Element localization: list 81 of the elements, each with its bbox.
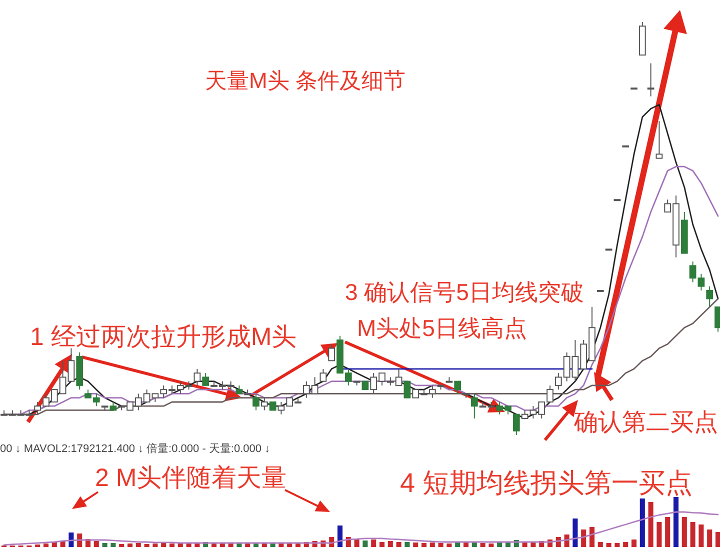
candlestick — [647, 62, 654, 97]
bar — [337, 526, 343, 547]
candlestick — [202, 372, 210, 386]
candlestick — [26, 410, 33, 416]
bar — [94, 541, 99, 547]
bar — [598, 542, 603, 547]
bar — [581, 530, 586, 547]
candlestick — [454, 380, 462, 394]
bar — [690, 522, 696, 547]
candlestick — [656, 120, 663, 159]
candlestick — [689, 261, 696, 283]
annotation: 4 短期均线拐头第一买点 — [400, 468, 693, 498]
candlestick — [470, 393, 478, 419]
bar — [161, 543, 166, 547]
bar — [287, 544, 292, 547]
annotation: M头处5日线高点 — [357, 315, 527, 341]
bar — [631, 540, 637, 547]
text: 天量M头 条件及细节 — [205, 68, 406, 93]
bar — [354, 540, 360, 547]
bar — [262, 544, 267, 547]
bar — [488, 544, 494, 547]
bar — [698, 524, 704, 547]
annotation: 3 确认信号5日均线突破 — [345, 279, 584, 305]
bar — [245, 544, 250, 547]
text: 00 ↓ MAVOL2:1792121.400 ↓ 倍量:0.000 - 天量:0.000 ↓ — [0, 442, 270, 455]
text: 2 M头伴随着天量 — [95, 464, 287, 492]
candlestick — [252, 393, 260, 411]
bar — [136, 543, 141, 547]
bar — [572, 518, 578, 547]
bar — [446, 544, 452, 547]
bar — [623, 542, 628, 547]
bar — [371, 540, 376, 547]
annotation: 确认第二买点 — [573, 409, 718, 436]
candlestick — [194, 368, 201, 386]
bar — [480, 543, 486, 547]
candlestick — [320, 368, 327, 382]
bar — [396, 542, 402, 547]
annotation: 1 经过两次拉升形成M头 — [30, 323, 297, 351]
bar — [77, 534, 82, 547]
bar — [404, 542, 410, 547]
bar — [68, 532, 74, 547]
candlestick — [404, 380, 411, 398]
bar — [194, 544, 200, 547]
bar — [606, 543, 612, 547]
bar — [379, 542, 385, 547]
bar — [665, 517, 670, 547]
bar — [388, 541, 393, 547]
bar — [413, 542, 418, 547]
bar — [430, 542, 435, 547]
bar — [648, 502, 654, 547]
bar — [682, 517, 687, 547]
bar — [505, 542, 511, 547]
candlestick — [260, 397, 268, 411]
candlestick — [446, 376, 453, 383]
bar — [110, 543, 116, 547]
bar — [614, 543, 620, 547]
bar — [472, 542, 477, 547]
bar — [522, 542, 528, 547]
bar — [455, 542, 460, 547]
bar — [640, 498, 645, 547]
bar — [102, 543, 108, 547]
candlestick — [512, 414, 520, 436]
bar — [589, 527, 595, 547]
bar — [362, 540, 368, 547]
candlestick — [328, 344, 336, 362]
bar — [656, 522, 662, 547]
bar — [144, 544, 150, 547]
bar — [421, 543, 427, 547]
bar — [152, 544, 158, 547]
candlestick — [706, 286, 714, 308]
bar — [220, 544, 225, 547]
bar — [169, 544, 175, 547]
bar — [715, 532, 720, 547]
bar — [673, 497, 679, 547]
bar — [43, 544, 49, 547]
bar — [438, 543, 444, 547]
bar — [707, 530, 712, 547]
bar — [119, 544, 124, 547]
candlestick — [698, 273, 705, 291]
candlestick — [68, 348, 75, 382]
bar — [127, 544, 133, 547]
